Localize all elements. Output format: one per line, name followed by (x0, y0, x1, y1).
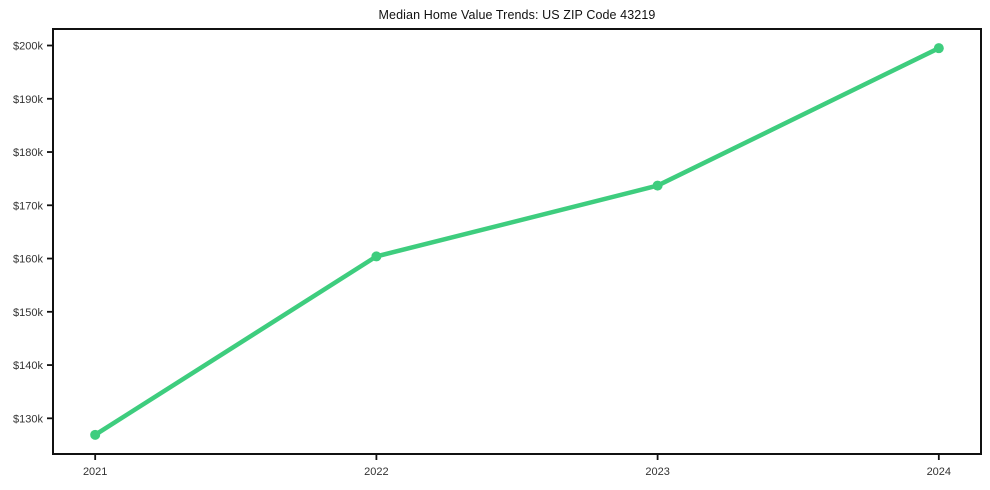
y-axis-tick-label: $200k (13, 41, 43, 53)
x-axis-tick-label: 2024 (927, 466, 951, 478)
y-axis-tick-label: $170k (13, 200, 43, 212)
y-axis-tick-label: $130k (13, 413, 43, 425)
y-axis-tick-label: $160k (13, 254, 43, 266)
data-point-marker (371, 251, 382, 262)
x-axis-tick-label: 2022 (364, 466, 388, 478)
y-axis-tick-label: $140k (13, 360, 43, 372)
x-axis-tick-label: 2021 (83, 466, 107, 478)
plot-frame (52, 28, 982, 455)
data-point-marker (933, 43, 944, 54)
y-axis-tick-label: $190k (13, 94, 43, 106)
data-point-marker (652, 180, 663, 191)
x-axis-tick-label: 2023 (645, 466, 669, 478)
y-axis-tick-label: $150k (13, 307, 43, 319)
y-axis-tick-label: $180k (13, 147, 43, 159)
data-point-marker (90, 429, 101, 440)
chart-title: Median Home Value Trends: US ZIP Code 43… (378, 8, 656, 22)
trend-line (92, 45, 942, 438)
